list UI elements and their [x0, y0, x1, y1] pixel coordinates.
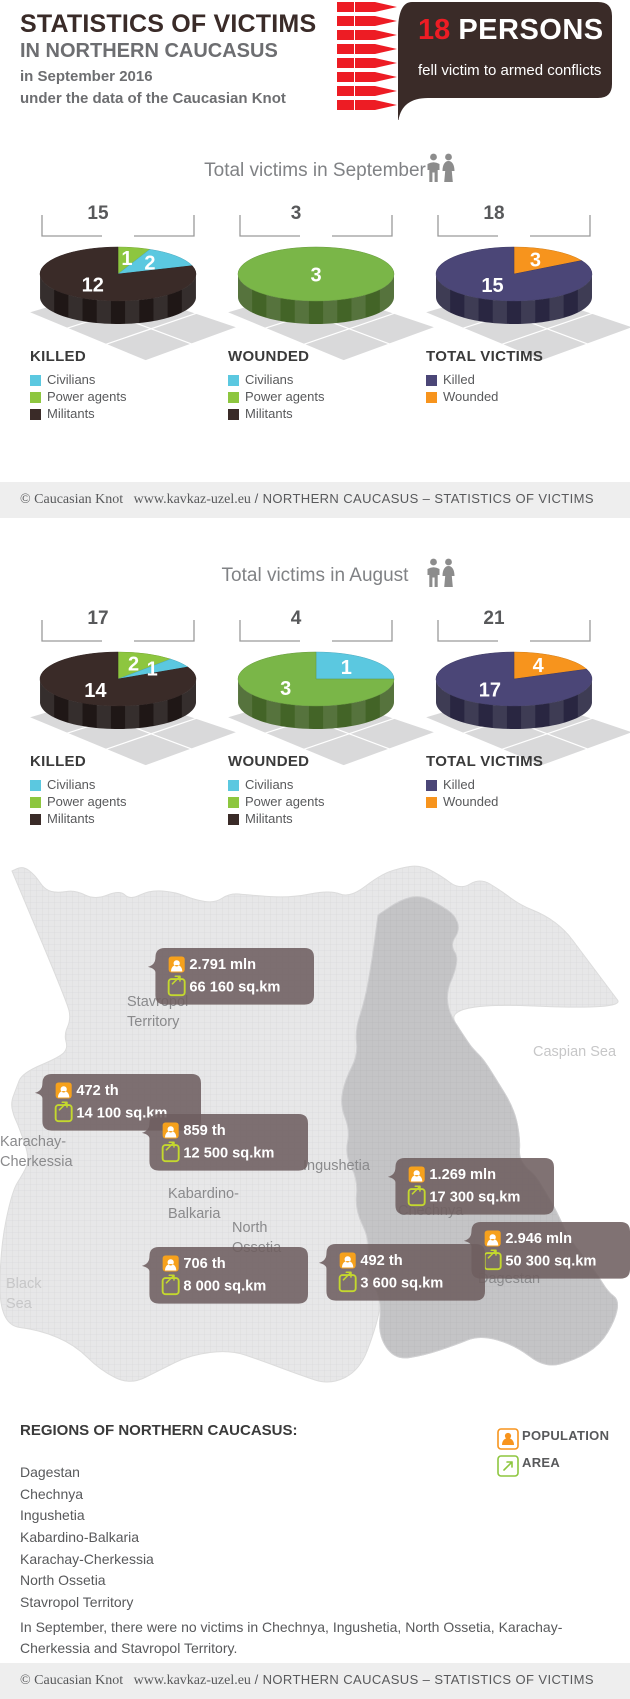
- svg-text:1.269 mln: 1.269 mln: [429, 1167, 496, 1183]
- svg-text:50 300 sq.km: 50 300 sq.km: [505, 1253, 596, 1269]
- svg-text:3 600 sq.km: 3 600 sq.km: [360, 1275, 443, 1291]
- svg-text:1: 1: [341, 657, 352, 679]
- svg-text:66 160 sq.km: 66 160 sq.km: [189, 979, 280, 995]
- svg-text:706 th: 706 th: [183, 1256, 225, 1272]
- svg-text:2: 2: [144, 252, 155, 274]
- svg-text:17 300 sq.km: 17 300 sq.km: [429, 1189, 520, 1205]
- svg-text:3: 3: [530, 249, 541, 271]
- svg-text:15: 15: [481, 275, 503, 297]
- svg-text:14: 14: [84, 680, 107, 702]
- svg-text:12: 12: [82, 274, 104, 296]
- svg-text:1: 1: [121, 248, 132, 270]
- svg-text:8 000 sq.km: 8 000 sq.km: [183, 1278, 266, 1294]
- svg-text:492 th: 492 th: [360, 1253, 402, 1269]
- svg-text:17: 17: [479, 680, 501, 702]
- svg-text:472 th: 472 th: [76, 1083, 118, 1099]
- svg-text:12 500 sq.km: 12 500 sq.km: [183, 1145, 274, 1161]
- svg-text:1: 1: [147, 658, 158, 680]
- svg-text:3: 3: [310, 264, 321, 286]
- svg-text:3: 3: [280, 678, 291, 700]
- svg-text:859 th: 859 th: [183, 1123, 225, 1139]
- svg-text:4: 4: [533, 655, 545, 677]
- svg-text:2.791 mln: 2.791 mln: [189, 957, 256, 973]
- svg-text:2.946 mln: 2.946 mln: [505, 1231, 572, 1247]
- svg-text:2: 2: [128, 653, 139, 675]
